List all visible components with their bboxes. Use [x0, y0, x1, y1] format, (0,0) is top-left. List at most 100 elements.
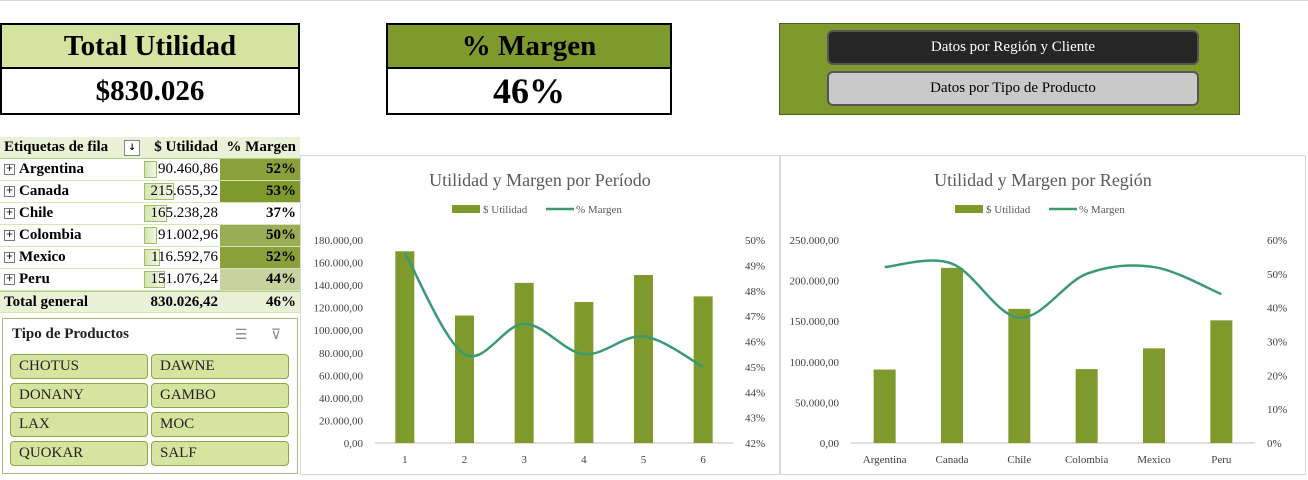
table-row: + Colombia 91.002,96 50%: [0, 225, 300, 247]
table-row: + Peru 151.076,24 44%: [0, 269, 300, 291]
y-tick-label: 20.000,00: [319, 415, 364, 427]
utilidad-value: 90.460,86: [158, 161, 218, 177]
chart-title: Utilidad y Margen por Período: [429, 170, 651, 190]
pivot-table: Etiquetas de fila ↓ $ Utilidad % Margen …: [0, 137, 300, 313]
expand-icon[interactable]: +: [4, 252, 15, 263]
slicer-item[interactable]: SALF: [151, 441, 289, 466]
margen-value: 44%: [266, 271, 296, 287]
y2-tick-label: 47%: [745, 311, 765, 323]
legend-label-utilidad: $ Utilidad: [986, 204, 1031, 216]
y-tick-label: 80.000,00: [319, 348, 364, 360]
y2-tick-label: 49%: [745, 260, 765, 272]
row-label: Argentina: [19, 161, 84, 177]
expand-icon[interactable]: +: [4, 230, 15, 241]
pivot-header-margen: % Margen: [220, 137, 300, 158]
slicer-item[interactable]: DAWNE: [151, 354, 289, 379]
y-tick-label: 180.000,00: [314, 235, 364, 247]
bar-utilidad: [514, 282, 534, 443]
y-tick-label: 60.000,00: [319, 370, 364, 382]
slicer-item[interactable]: GAMBO: [151, 383, 289, 408]
y2-tick-label: 48%: [745, 286, 765, 298]
region-cliente-button[interactable]: Datos por Región y Cliente: [827, 30, 1199, 65]
chart-region-svg: Utilidad y Margen por Región $ Utilidad % …: [790, 170, 1288, 466]
utilidad-cell: 151.076,24: [142, 269, 220, 290]
kpi-margen: % Margen 46%: [386, 23, 672, 115]
x-tick-label: Chile: [1007, 454, 1031, 466]
x-tick-label: 2: [462, 454, 468, 466]
chart-utilidad-por-periodo[interactable]: Utilidad y Margen por Período $ Utilidad%…: [300, 155, 780, 475]
margen-value: 50%: [266, 227, 296, 243]
slicer-item[interactable]: DONANY: [10, 383, 148, 408]
y2-tick-label: 10%: [1267, 404, 1287, 416]
legend-swatch-utilidad: [452, 205, 480, 213]
data-bar: [144, 227, 157, 244]
kpi-utilidad-title: Total Utilidad: [0, 23, 300, 69]
y-tick-label: 40.000,00: [319, 393, 364, 405]
y-tick-label: 150.000,00: [790, 316, 840, 328]
pivot-header-margen-text: % Margen: [226, 139, 296, 155]
utilidad-value: 165.238,28: [150, 205, 219, 221]
x-tick-label: Mexico: [1137, 454, 1171, 466]
expand-icon[interactable]: +: [4, 208, 15, 219]
slicer-item[interactable]: QUOKAR: [10, 441, 148, 466]
expand-icon[interactable]: +: [4, 274, 15, 285]
x-tick-label: Argentina: [863, 454, 907, 466]
utilidad-cell: 116.592,76: [142, 247, 220, 268]
y2-tick-label: 50%: [1267, 269, 1287, 281]
chart-utilidad-por-region[interactable]: Utilidad y Margen por Región $ Utilidad % …: [780, 155, 1306, 475]
tipo-productos-slicer: Tipo de Productos ☰ ⊽ CHOTUS DAWNE DONAN…: [2, 318, 298, 474]
y2-tick-label: 40%: [1267, 303, 1287, 315]
tipo-producto-button[interactable]: Datos por Tipo de Producto: [827, 71, 1199, 106]
y2-tick-label: 45%: [745, 362, 765, 374]
y2-tick-label: 50%: [745, 235, 765, 247]
bar-utilidad: [634, 274, 653, 443]
bar-utilidad: [395, 251, 415, 443]
slicer-item[interactable]: MOC: [151, 412, 289, 437]
x-tick-label: 3: [521, 454, 527, 466]
chart-title: Utilidad y Margen por Región: [934, 170, 1152, 190]
kpi-margen-value: 46%: [386, 69, 672, 115]
slicer-title: Tipo de Productos: [12, 326, 129, 342]
bar-utilidad: [1143, 348, 1165, 443]
bar-utilidad: [1075, 369, 1098, 443]
y-tick-label: 0,00: [344, 438, 364, 450]
kpi-margen-title: % Margen: [386, 23, 672, 69]
table-row: + Canada 215.655,32 53%: [0, 181, 300, 203]
expand-icon[interactable]: +: [4, 186, 15, 197]
x-tick-label: Canada: [936, 454, 969, 466]
y2-tick-label: 44%: [745, 387, 765, 399]
y-tick-label: 140.000,00: [314, 280, 364, 292]
bar-utilidad: [873, 369, 896, 443]
utilidad-cell: 91.002,96: [142, 225, 220, 246]
margen-value: 52%: [266, 249, 296, 265]
slicer-item[interactable]: LAX: [10, 412, 148, 437]
bar-utilidad: [455, 315, 474, 443]
y2-tick-label: 60%: [1267, 235, 1287, 247]
pivot-header-labels: Etiquetas de fila: [4, 139, 109, 155]
row-label: Mexico: [19, 249, 66, 265]
pivot-header-cell-labels: Etiquetas de fila ↓: [0, 139, 142, 156]
total-utilidad-value: 830.026,42: [150, 293, 219, 310]
row-label: Canada: [19, 183, 70, 199]
pivot-rows: + Argentina 90.460,86 52% + Canada 215.655…: [0, 159, 300, 291]
pivot-header-utilidad-text: $ Utilidad: [154, 139, 218, 155]
total-label: Total general: [4, 293, 89, 310]
margen-cell: 52%: [220, 247, 300, 268]
data-bar: [144, 183, 174, 200]
legend-label-margen: % Margen: [576, 204, 622, 216]
utilidad-value: 91.002,96: [158, 227, 218, 243]
multi-select-icon[interactable]: ☰: [234, 327, 248, 343]
row-label: Chile: [19, 205, 54, 221]
utilidad-value: 116.592,76: [151, 249, 218, 265]
x-tick-label: 5: [641, 454, 647, 466]
row-label-cell: + Canada: [0, 183, 142, 200]
pivot-header-utilidad: $ Utilidad: [142, 137, 220, 158]
clear-filter-icon[interactable]: ⊽: [270, 327, 282, 343]
expand-icon[interactable]: +: [4, 164, 15, 175]
navigation-panel: Datos por Región y Cliente Datos por Tip…: [779, 23, 1240, 115]
slicer-item[interactable]: CHOTUS: [10, 354, 148, 379]
sort-filter-icon[interactable]: ↓: [124, 139, 140, 156]
y2-tick-label: 30%: [1267, 337, 1287, 349]
bar-utilidad: [1008, 308, 1031, 443]
table-row: + Argentina 90.460,86 52%: [0, 159, 300, 181]
